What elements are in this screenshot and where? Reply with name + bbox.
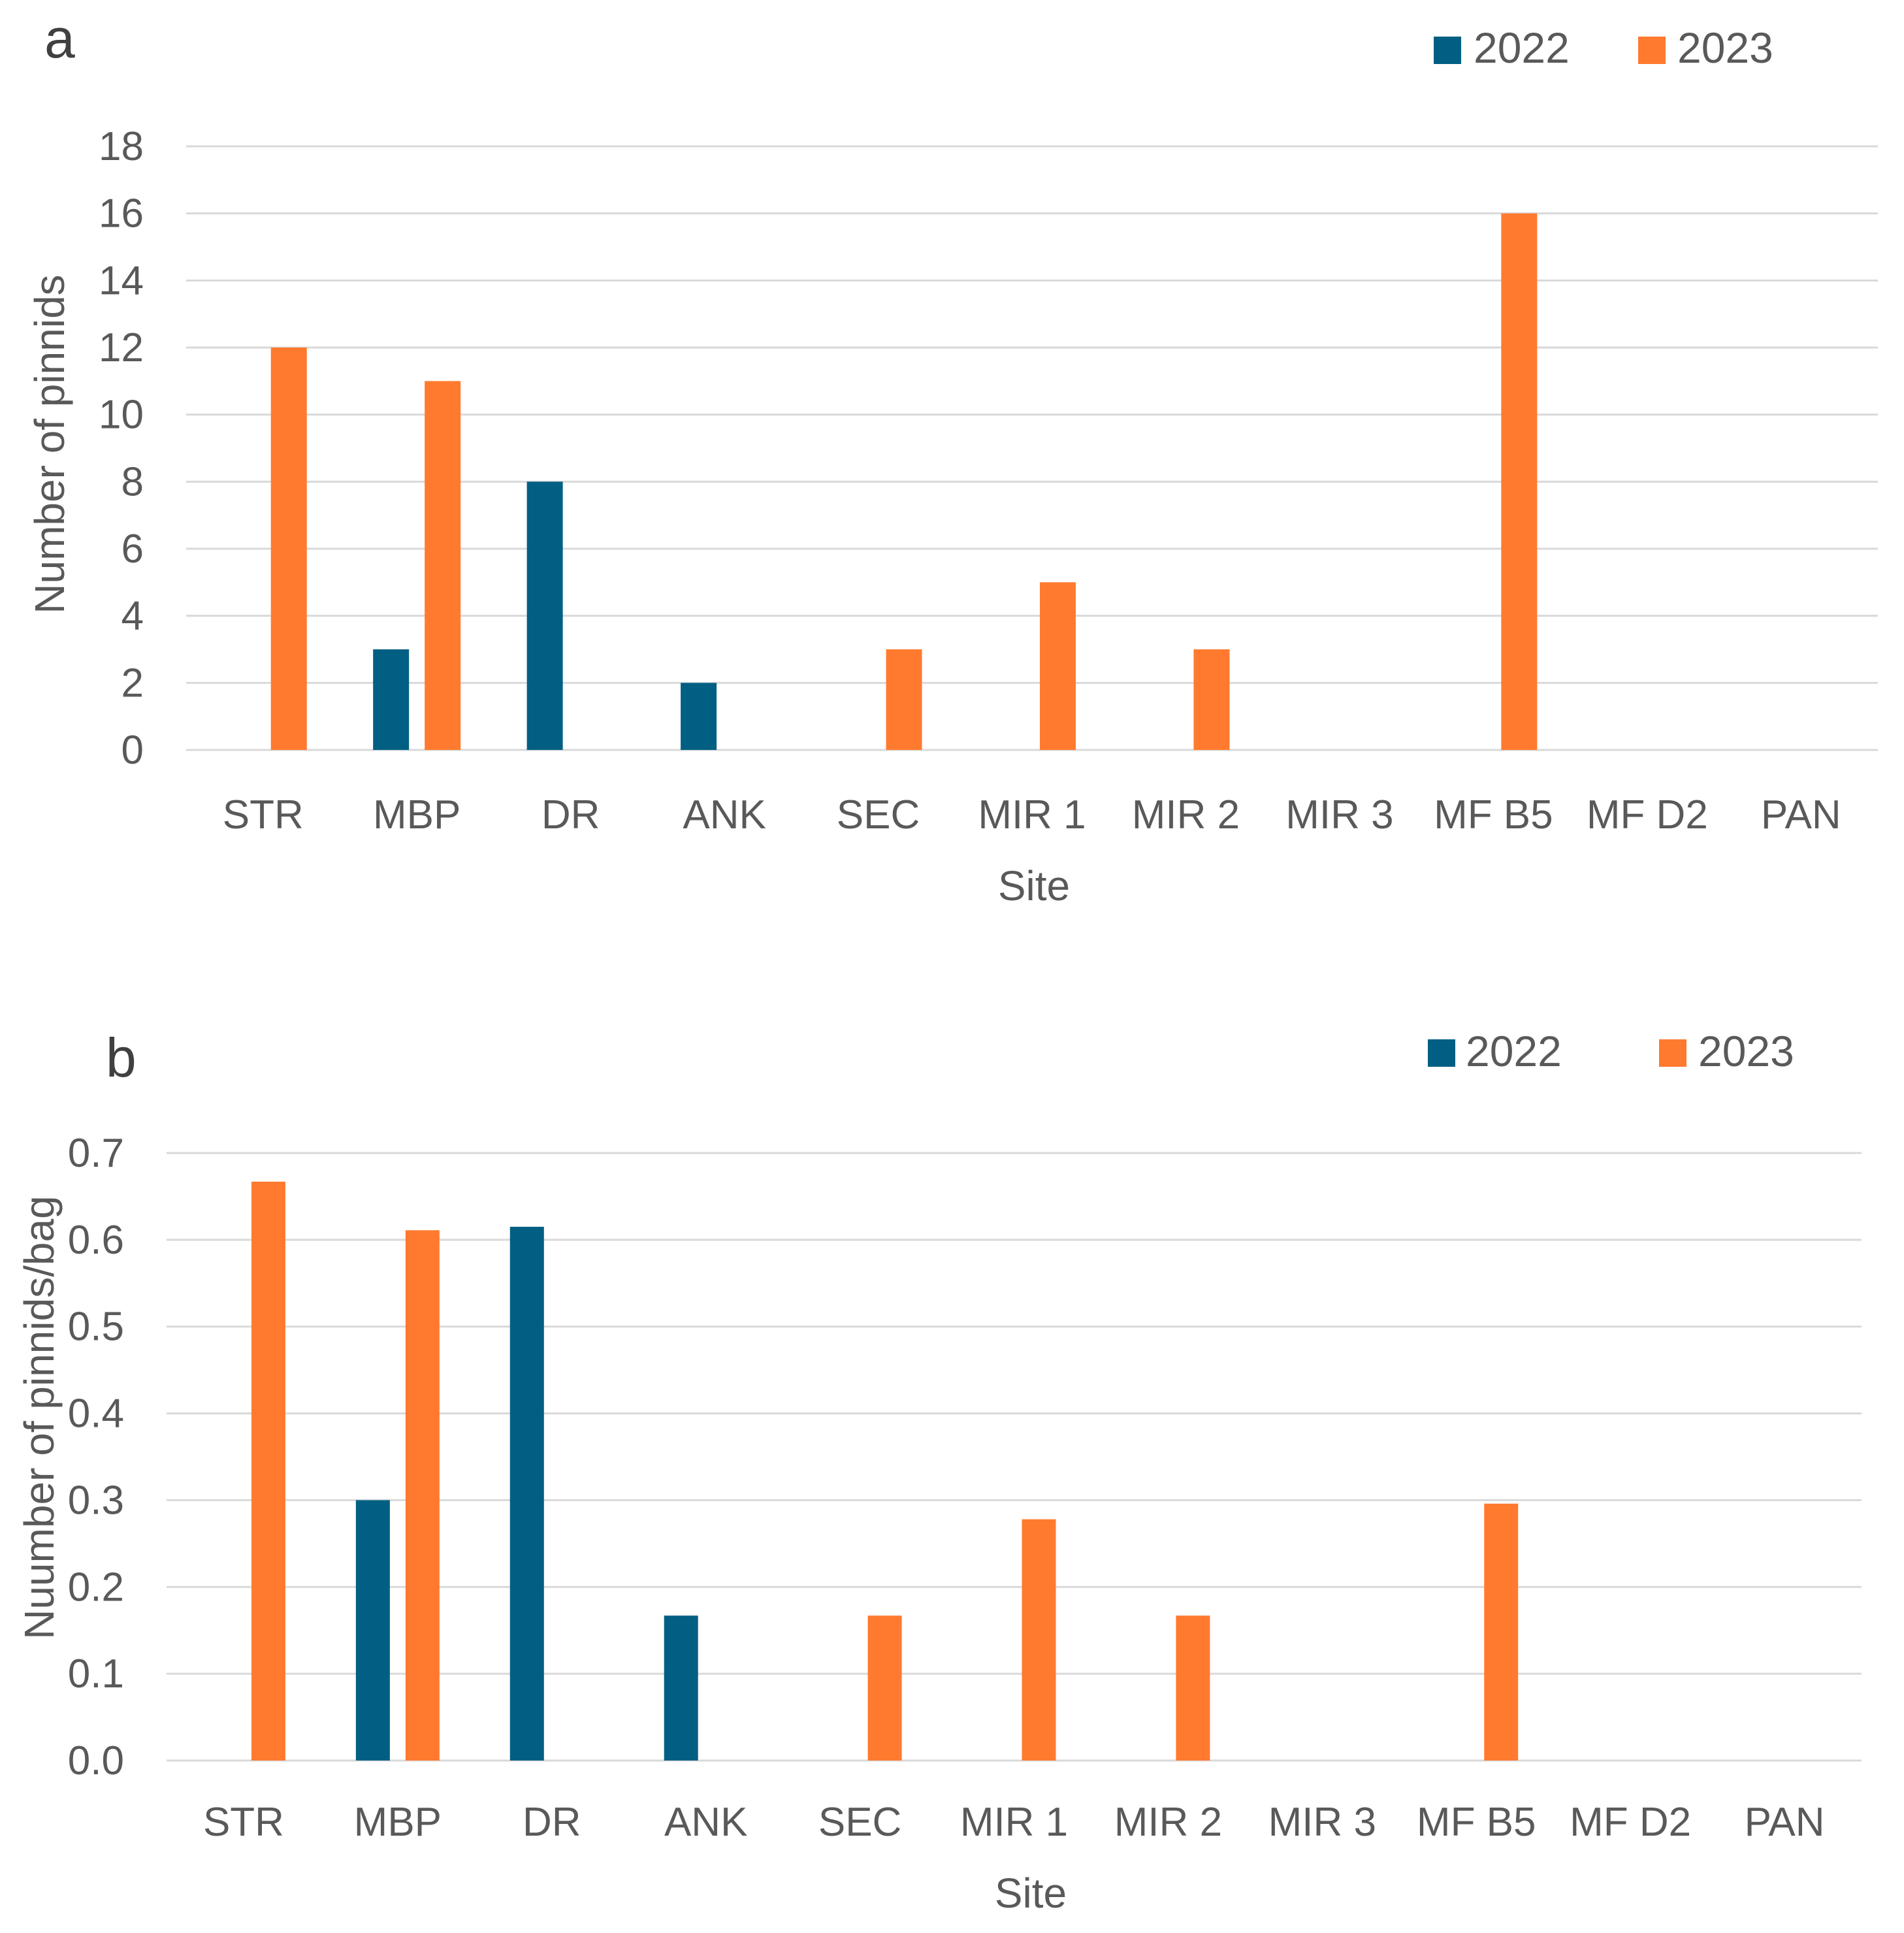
x-tick-label: MIR 3 xyxy=(1285,792,1393,837)
y-tick-label: 0.3 xyxy=(68,1478,124,1523)
y-tick-label: 0.1 xyxy=(68,1651,124,1697)
panel-a-y-axis-title: Number of pinnids xyxy=(26,274,73,613)
x-tick-label: DR xyxy=(541,792,600,837)
panel-a-bars xyxy=(270,213,1538,751)
x-tick-label: MIR 1 xyxy=(960,1800,1068,1845)
panel-a-x-axis-title: Site xyxy=(998,862,1070,909)
x-tick-label: MF D2 xyxy=(1570,1800,1691,1845)
panel-b-y-axis-title: Nuumber of pinnids/bag xyxy=(16,1195,63,1640)
bar-2023-mir-2 xyxy=(1193,649,1230,750)
y-tick-label: 0 xyxy=(121,728,144,773)
bar-2023-mf-b5 xyxy=(1501,213,1538,751)
panel-b-x-ticks: STR MBP DR ANK SEC MIR 1 MIR 2 MIR 3 MF B5 MF D2 P… xyxy=(203,1800,1825,1845)
panel-a-label: a xyxy=(44,8,75,69)
bar-2023-sec xyxy=(867,1616,902,1761)
x-tick-label: MF B5 xyxy=(1434,792,1553,837)
y-tick-label: 0.7 xyxy=(68,1131,124,1176)
bar-2023-str xyxy=(270,348,307,750)
bar-2023-mbp xyxy=(425,381,461,750)
bar-2022-ank xyxy=(681,683,717,750)
bar-2022-dr xyxy=(509,1226,544,1761)
y-tick-label: 0.0 xyxy=(68,1738,124,1783)
bar-2023-mir-1 xyxy=(1040,582,1076,750)
panel-b-legend: 2022 2023 xyxy=(1428,1027,1794,1075)
y-tick-label: 2 xyxy=(121,660,144,706)
x-tick-label: MIR 3 xyxy=(1268,1800,1376,1845)
y-tick-label: 0.6 xyxy=(68,1218,124,1263)
legend-swatch-2022 xyxy=(1434,37,1461,64)
x-tick-label: PAN xyxy=(1745,1800,1825,1845)
x-tick-label: STR xyxy=(223,792,304,837)
bar-2023-sec xyxy=(886,649,922,750)
bar-2022-mbp xyxy=(355,1500,390,1761)
legend-label-2023: 2023 xyxy=(1677,24,1773,72)
x-tick-label: SEC xyxy=(818,1800,901,1845)
x-tick-label: STR xyxy=(203,1800,284,1845)
legend-swatch-2023 xyxy=(1638,37,1666,64)
x-tick-label: MIR 2 xyxy=(1114,1800,1222,1845)
panel-b-label: b xyxy=(106,1027,137,1088)
x-tick-label: MF D2 xyxy=(1587,792,1708,837)
y-tick-label: 16 xyxy=(99,191,144,236)
bar-2022-ank xyxy=(664,1616,698,1761)
bar-2022-dr xyxy=(526,481,563,750)
y-tick-label: 6 xyxy=(121,527,144,572)
x-tick-label: MBP xyxy=(373,792,460,837)
panel-a-gridlines xyxy=(186,145,1878,751)
panel-a-legend: 2022 2023 xyxy=(1434,24,1773,72)
legend-label-2022: 2022 xyxy=(1466,1027,1562,1075)
panel-b-gridlines xyxy=(167,1152,1862,1762)
y-tick-label: 8 xyxy=(121,459,144,504)
y-tick-label: 0.2 xyxy=(68,1565,124,1610)
x-tick-label: ANK xyxy=(683,792,766,837)
legend-swatch-2023 xyxy=(1659,1039,1686,1067)
x-tick-label: PAN xyxy=(1761,792,1841,837)
bar-2022-mbp xyxy=(373,649,410,750)
y-tick-label: 10 xyxy=(99,393,144,438)
y-tick-label: 18 xyxy=(99,124,144,169)
x-tick-label: MIR 2 xyxy=(1132,792,1240,837)
bar-2023-str xyxy=(251,1181,285,1761)
panel-b-chart: b 2022 2023 0.0 0.1 0.2 0.3 0.4 0.5 0.6 0.7 STR… xyxy=(16,1027,1862,1917)
x-tick-label: DR xyxy=(523,1800,581,1845)
x-tick-label: SEC xyxy=(837,792,920,837)
y-tick-label: 12 xyxy=(99,325,144,370)
y-tick-label: 14 xyxy=(99,258,144,303)
legend-label-2022: 2022 xyxy=(1474,24,1570,72)
legend-label-2023: 2023 xyxy=(1698,1027,1794,1075)
panel-a-y-ticks: 0 2 4 6 8 10 12 14 16 18 xyxy=(99,124,144,773)
bar-2023-mir-2 xyxy=(1176,1616,1210,1761)
x-tick-label: MBP xyxy=(354,1800,442,1845)
panel-b-bars xyxy=(251,1181,1519,1761)
bar-2023-mbp xyxy=(405,1230,440,1761)
x-tick-label: MIR 1 xyxy=(978,792,1086,837)
y-tick-label: 0.4 xyxy=(68,1391,124,1437)
y-tick-label: 0.5 xyxy=(68,1305,124,1350)
panel-a-x-ticks: STR MBP DR ANK SEC MIR 1 MIR 2 MIR 3 MF B5 MF D2 P… xyxy=(223,792,1841,837)
bar-2023-mf-b5 xyxy=(1484,1503,1519,1761)
bar-2023-mir-1 xyxy=(1022,1519,1056,1761)
y-tick-label: 4 xyxy=(121,594,144,639)
panel-b-x-axis-title: Site xyxy=(995,1870,1067,1917)
x-tick-label: MF B5 xyxy=(1417,1800,1536,1845)
x-tick-label: ANK xyxy=(664,1800,747,1845)
panel-b-y-ticks: 0.0 0.1 0.2 0.3 0.4 0.5 0.6 0.7 xyxy=(68,1131,124,1783)
legend-swatch-2022 xyxy=(1428,1039,1455,1067)
